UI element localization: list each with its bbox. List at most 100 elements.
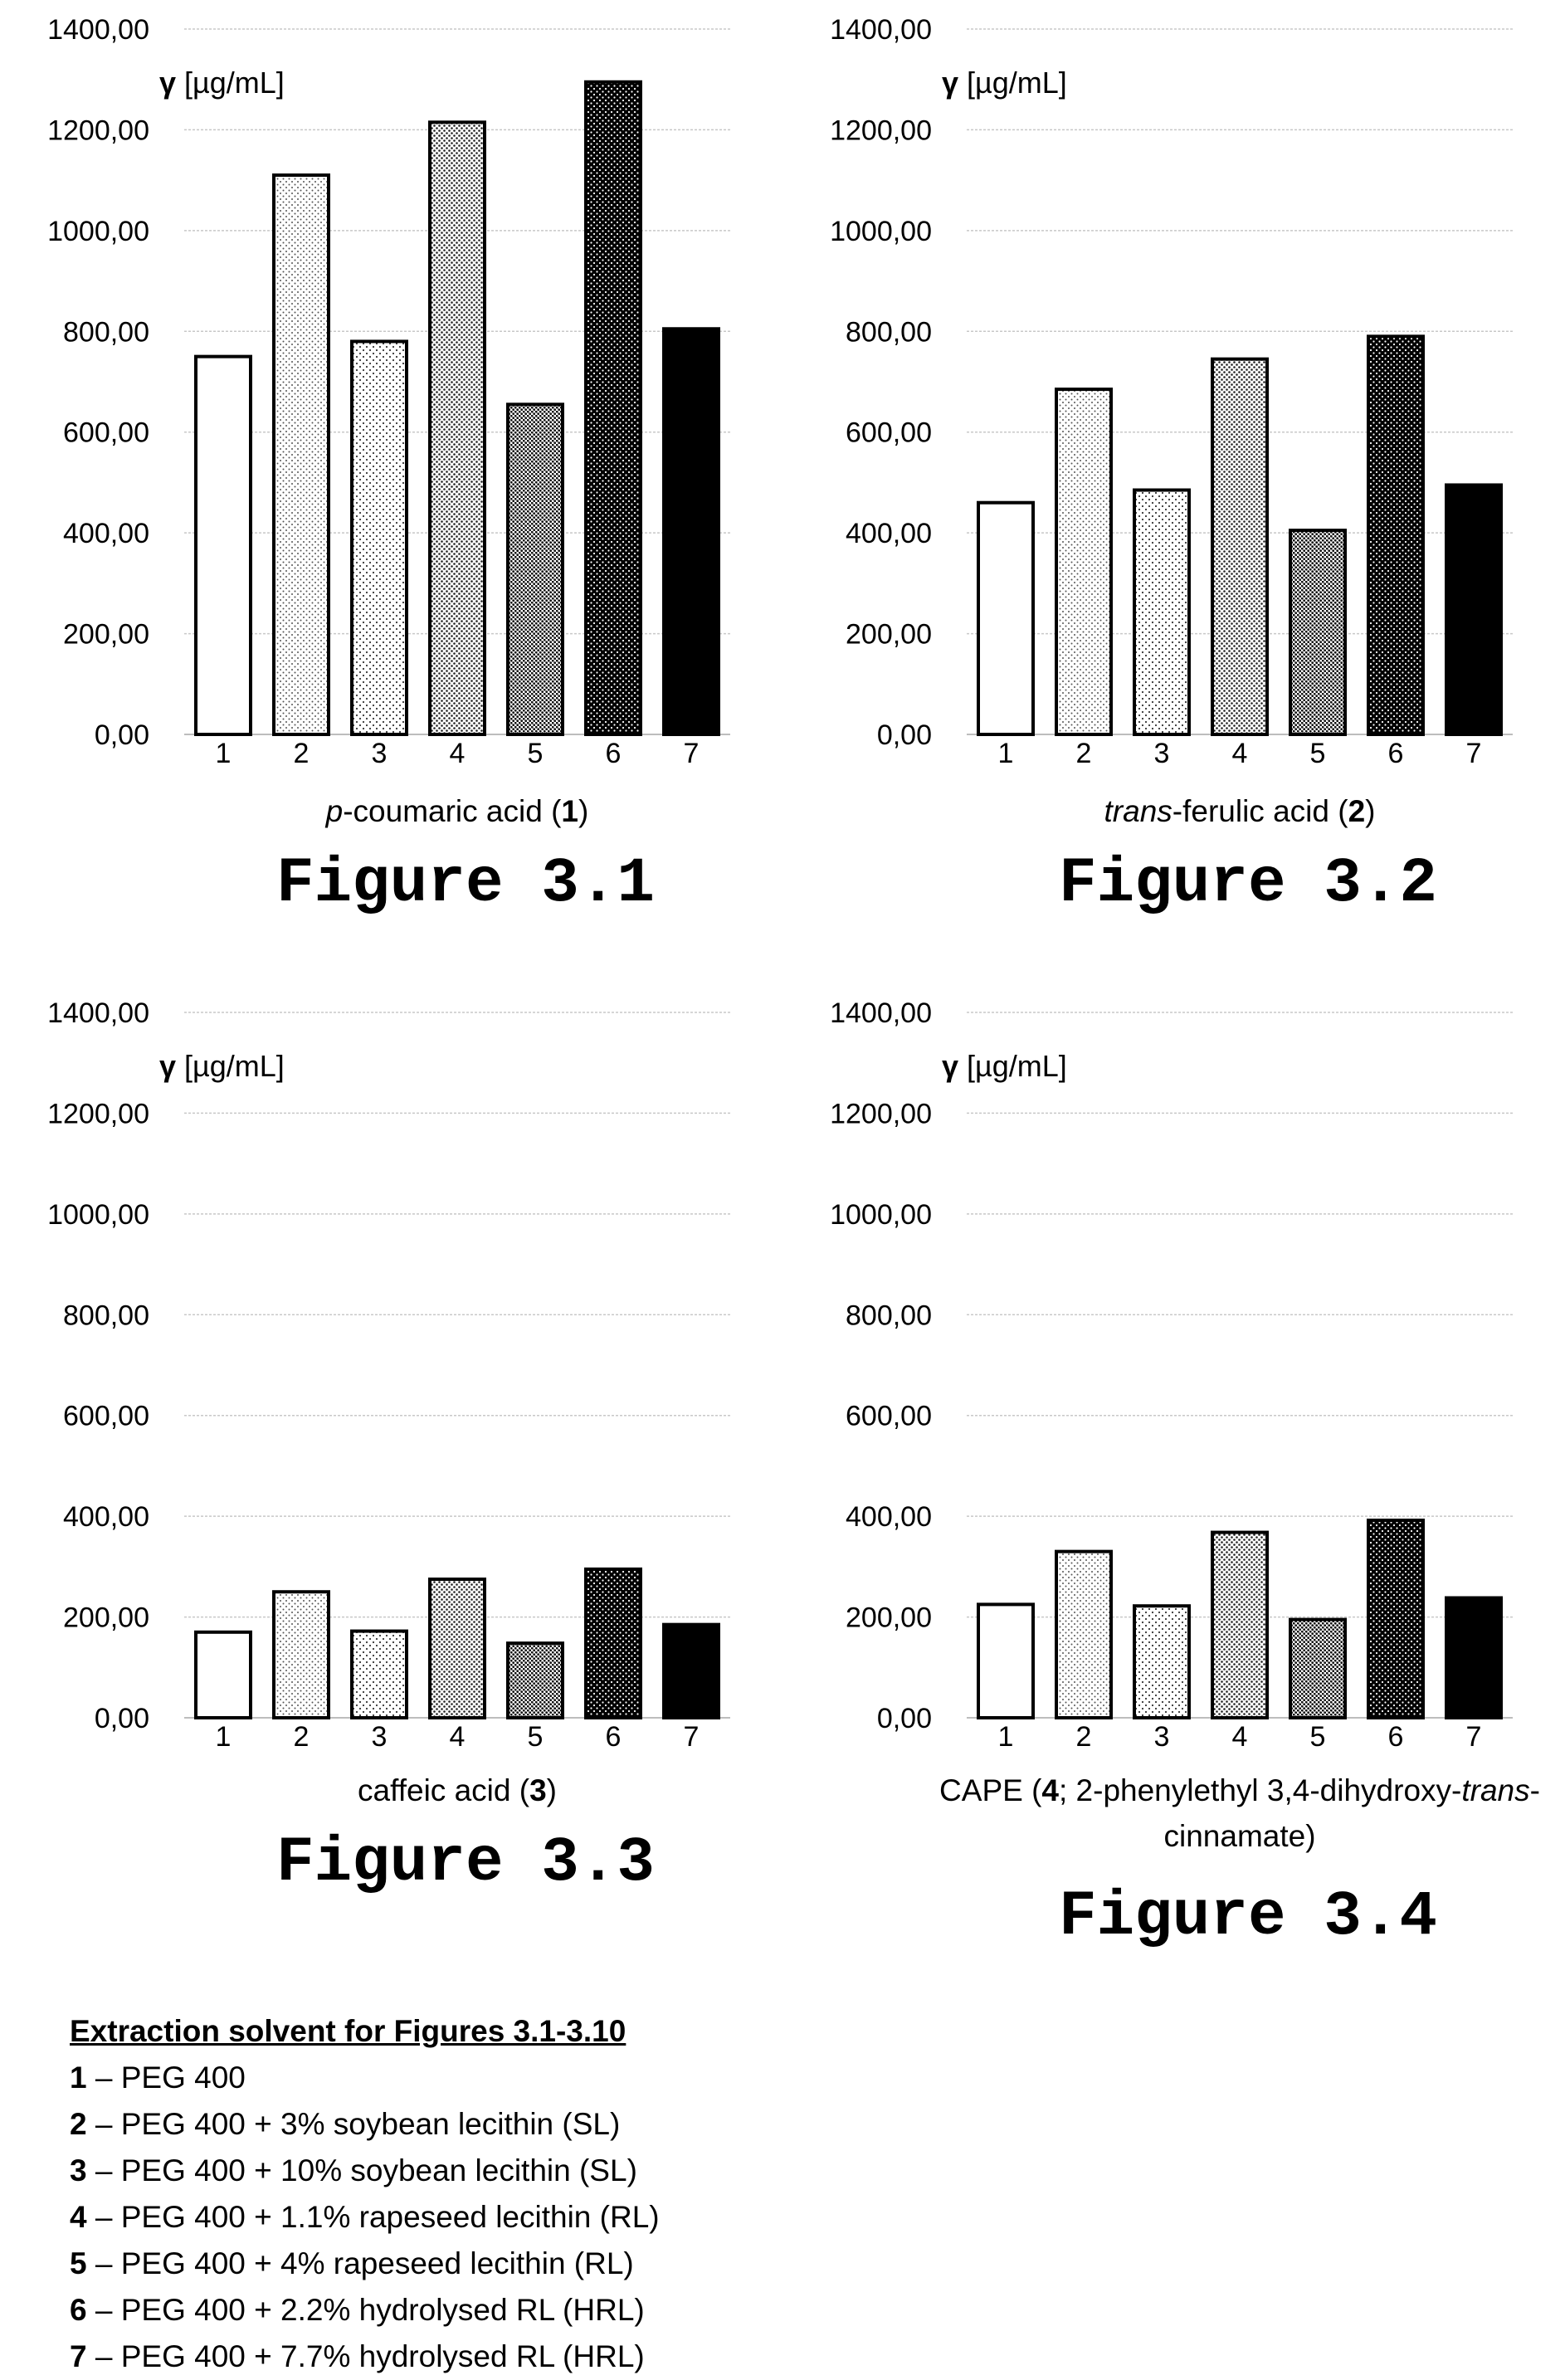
bar-2 — [272, 1590, 330, 1720]
legend-item-text: – PEG 400 + 1.1% rapeseed lecithin (RL) — [86, 2200, 660, 2234]
x-axis-label-part: -ferulic acid ( — [1173, 794, 1348, 828]
bar-2 — [1055, 1549, 1113, 1720]
x-tick-label: 3 — [372, 1721, 388, 1753]
y-axis-unit: [µg/mL] — [967, 66, 1067, 100]
x-tick-label: 1 — [998, 1721, 1014, 1753]
x-axis-label-part: trans — [1104, 794, 1173, 828]
x-tick-label: 6 — [606, 1721, 622, 1753]
bar-chart-figure-3-4: 0,00 200,00 400,00 600,00 800,00 1000,00 1200,… — [830, 997, 1540, 1953]
x-axis-label-part: - — [1530, 1773, 1540, 1807]
y-tick-label: 800,00 — [846, 1300, 932, 1331]
bar-chart-figure-3-2: 0,00 200,00 400,00 600,00 800,00 1000,00 1200,… — [830, 14, 1513, 919]
bar-4 — [428, 120, 486, 737]
x-tick-label: 6 — [1388, 738, 1404, 769]
x-axis-label-part: cinnamate) — [1163, 1819, 1315, 1853]
bar-4 — [1211, 357, 1269, 736]
y-axis-label: γ [µg/mL] — [942, 1049, 1067, 1083]
bar-3 — [1133, 1604, 1191, 1720]
bar-1 — [194, 354, 252, 736]
bar-3 — [1133, 488, 1191, 736]
x-axis-label-part: CAPE ( — [939, 1773, 1042, 1807]
y-tick-label: 1000,00 — [830, 1199, 932, 1231]
x-axis-label-part: ) — [578, 794, 588, 828]
x-tick-label: 3 — [372, 738, 388, 769]
legend-item-text: – PEG 400 + 10% soybean lecithin (SL) — [86, 2153, 637, 2187]
legend-item-number: 3 — [70, 2153, 87, 2187]
bar-5 — [1289, 529, 1347, 736]
x-tick-label: 5 — [1310, 738, 1326, 769]
bar-3 — [350, 1629, 408, 1719]
y-tick-label: 1200,00 — [830, 115, 932, 146]
bar-7 — [1445, 1596, 1503, 1719]
y-axis-unit: [µg/mL] — [184, 1049, 285, 1083]
y-axis-label: γ [µg/mL] — [159, 1049, 285, 1083]
figure-label: Figure 3.3 — [276, 1827, 655, 1899]
bar-1 — [194, 1630, 252, 1719]
y-tick-label: 800,00 — [63, 1300, 149, 1331]
y-tick-label: 1000,00 — [47, 1199, 149, 1231]
x-tick-label: 1 — [216, 1721, 232, 1753]
figure-label: Figure 3.1 — [276, 848, 655, 919]
y-axis-symbol: γ — [942, 66, 958, 100]
legend-item-number: 7 — [70, 2339, 87, 2373]
bar-chart-figure-3-1: 0,00 200,00 400,00 600,00 800,00 1000,00 1200,… — [47, 14, 730, 919]
legend-item-5: 5 – PEG 400 + 4% rapeseed lecithin (RL) — [70, 2241, 1148, 2287]
legend-item-text: – PEG 400 + 4% rapeseed lecithin (RL) — [86, 2246, 634, 2280]
x-axis-label-part: trans — [1461, 1773, 1529, 1807]
bar-6 — [1367, 334, 1425, 736]
y-axis-symbol: γ — [159, 1049, 176, 1083]
bar-7 — [662, 327, 720, 736]
x-axis-label-part: 4 — [1041, 1773, 1059, 1807]
x-tick-label: 5 — [1310, 1721, 1326, 1753]
bar-7 — [1445, 483, 1503, 736]
y-tick-label: 800,00 — [63, 316, 149, 348]
y-tick-label: 600,00 — [63, 1401, 149, 1432]
y-tick-label: 800,00 — [846, 316, 932, 348]
x-tick-label: 6 — [606, 738, 622, 769]
bar-2 — [272, 173, 330, 737]
legend-item-text: – PEG 400 + 3% soybean lecithin (SL) — [86, 2107, 621, 2141]
legend-item-text: – PEG 400 + 2.2% hydrolysed RL (HRL) — [86, 2293, 645, 2327]
y-axis-label: γ [µg/mL] — [159, 66, 285, 100]
y-tick-label: 400,00 — [846, 1501, 932, 1533]
x-axis-label-part: 1 — [561, 794, 578, 828]
bar-1 — [977, 1602, 1035, 1720]
bar-6 — [1367, 1519, 1425, 1719]
y-tick-label: 400,00 — [63, 1501, 149, 1533]
y-axis-label: γ [µg/mL] — [942, 66, 1067, 100]
y-tick-label: 0,00 — [877, 1703, 932, 1734]
chart-panel-4: 0,00 200,00 400,00 600,00 800,00 1000,00 1200,… — [782, 983, 1565, 1963]
legend-items: 1 – PEG 400 2 – PEG 400 + 3% soybean leci… — [70, 2055, 1148, 2380]
x-tick-label: 7 — [1466, 738, 1482, 769]
legend-title: Extraction solvent for Figures 3.1-3.10 — [70, 2014, 626, 2048]
bar-chart-figure-3-3: 0,00 200,00 400,00 600,00 800,00 1000,00 1200,… — [47, 997, 730, 1899]
y-tick-label: 1200,00 — [47, 1098, 149, 1129]
y-tick-label: 200,00 — [846, 619, 932, 651]
bar-6 — [584, 80, 642, 736]
y-tick-label: 1400,00 — [47, 997, 149, 1029]
y-tick-label: 400,00 — [846, 518, 932, 549]
y-tick-label: 0,00 — [95, 719, 149, 751]
x-tick-label: 7 — [1466, 1721, 1482, 1753]
x-tick-label: 4 — [450, 738, 466, 769]
y-tick-label: 400,00 — [63, 518, 149, 549]
bar-5 — [506, 1641, 564, 1720]
legend-item-number: 1 — [70, 2061, 87, 2095]
chart-panel-2: 0,00 200,00 400,00 600,00 800,00 1000,00 1200,… — [782, 0, 1565, 938]
chart-panel-3: 0,00 200,00 400,00 600,00 800,00 1000,00 1200,… — [0, 983, 782, 1963]
x-tick-label: 2 — [294, 738, 310, 769]
x-axis-label-part: 3 — [529, 1773, 547, 1807]
legend-item-3: 3 – PEG 400 + 10% soybean lecithin (SL) — [70, 2148, 1148, 2194]
chart-panel-1: 0,00 200,00 400,00 600,00 800,00 1000,00 1200,… — [0, 0, 782, 938]
figure-label: Figure 3.4 — [1059, 1881, 1437, 1953]
x-axis-label: caffeic acid (3) — [358, 1773, 557, 1807]
x-axis-label-part: caffeic acid ( — [358, 1773, 530, 1807]
y-tick-label: 1200,00 — [47, 115, 149, 146]
extraction-solvent-legend: Extraction solvent for Figures 3.1-3.10 … — [70, 2008, 1148, 2380]
x-axis-label-part: 2 — [1348, 794, 1366, 828]
x-tick-label: 3 — [1154, 1721, 1170, 1753]
figure-label: Figure 3.2 — [1059, 848, 1437, 919]
x-axis-label-part: ; 2-phenylethyl 3,4-dihydroxy- — [1059, 1773, 1461, 1807]
bar-1 — [977, 500, 1035, 736]
y-tick-label: 0,00 — [95, 1703, 149, 1734]
